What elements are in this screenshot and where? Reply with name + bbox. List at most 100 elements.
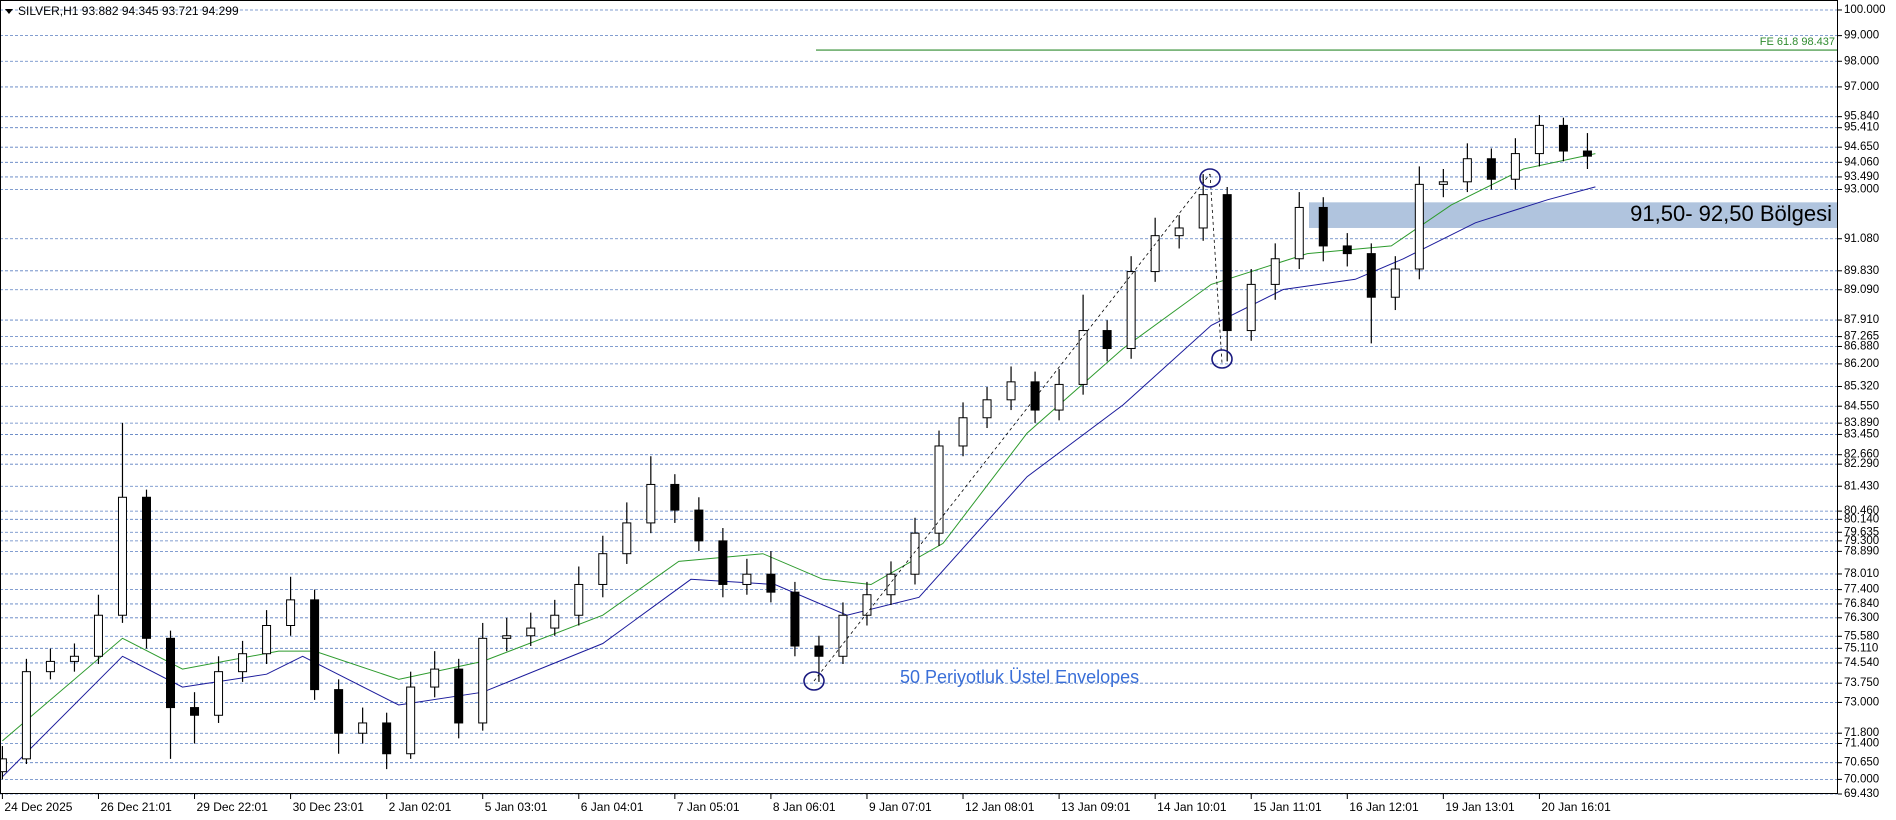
y-tick-label: 79.300 [1844,535,1879,547]
candle-body [310,599,320,691]
y-tick-label: 75.580 [1844,630,1879,642]
y-tick-label: 87.910 [1844,314,1879,326]
x-tick-label: 5 Jan 03:01 [485,800,548,814]
trend-line [1209,173,1223,364]
candle-body [382,722,392,755]
candle-body [1486,158,1496,180]
candle-body [0,758,7,773]
trend-line [813,173,1211,682]
annotation: 50 Periyotluk Üstel Envelopes [900,667,1139,687]
x-tick-label: 14 Jan 10:01 [1157,800,1227,814]
candle-body [1198,194,1208,229]
candle-body [790,591,800,647]
x-tick-label: 13 Jan 09:01 [1061,800,1131,814]
candle-body [1558,124,1568,152]
zone [1309,202,1838,228]
candle-body [1246,283,1256,332]
candle-body [694,509,704,542]
y-tick-label: 95.410 [1844,122,1879,134]
y-tick-label: 99.000 [1844,30,1879,42]
candle-body [1414,183,1424,270]
menu-arrow[interactable] [5,9,13,14]
candle-body [1270,258,1280,285]
candle-body [1078,330,1088,385]
candle-body [502,635,512,639]
zone-label: 91,50- 92,50 Bölgesi [1630,201,1832,226]
candle-body [1510,153,1520,180]
x-tick-label: 6 Jan 04:01 [581,800,644,814]
plot-frame [0,0,1838,794]
candle-body [1342,245,1352,255]
y-tick-label: 82.290 [1844,458,1879,470]
candle-body [814,645,824,657]
candle-body [190,707,200,716]
candle-body [454,668,464,724]
candle-body [334,689,344,734]
x-tick-label: 20 Jan 16:01 [1541,800,1611,814]
y-tick-label: 71.800 [1844,727,1879,739]
x-tick-label: 15 Jan 11:01 [1253,800,1322,814]
y-tick-label: 93.490 [1844,171,1879,183]
marker-circle [803,671,825,691]
candle-body [430,668,440,688]
candle-body [1126,271,1136,350]
y-tick-label: 83.890 [1844,417,1879,429]
candle-body [1150,235,1160,273]
y-tick-label: 69.430 [1844,788,1879,800]
y-tick-label: 73.000 [1844,696,1879,708]
y-tick-label: 76.300 [1844,612,1879,624]
y-tick-label: 80.460 [1844,505,1879,517]
candle-body [646,483,656,524]
candle-body [886,573,896,596]
y-tick-label: 82.660 [1844,449,1879,461]
y-tick-label: 100.000 [1844,4,1886,16]
candle-body [1174,227,1184,237]
y-tick-label: 86.880 [1844,340,1879,352]
y-tick-label: 89.830 [1844,265,1879,277]
candle-body [1390,268,1400,298]
candle-body [262,625,272,655]
y-tick-label: 73.750 [1844,677,1879,689]
candle-body [478,637,488,724]
candle-body [1462,158,1472,183]
candle-body [1222,194,1232,332]
y-tick-label: 84.550 [1844,400,1879,412]
y-tick-label: 94.650 [1844,141,1879,153]
candle-body [406,686,416,755]
candle-body [141,496,151,639]
x-tick-label: 16 Jan 12:01 [1349,800,1419,814]
plot-area: 91,50- 92,50 Bölgesi FE 61.8 98.437 50 Per… [0,9,1838,795]
candle-body [1030,381,1040,411]
candle-body [910,532,920,575]
y-tick-label: 75.110 [1844,642,1878,654]
chart-title: SILVER,H1 93.882 94.345 93.721 94.299 [18,4,239,18]
x-tick-label: 7 Jan 05:01 [677,800,740,814]
y-tick-label: 79.635 [1844,526,1879,538]
candle-body [286,599,296,627]
candle-body [21,671,31,760]
candle-body [358,722,368,734]
marker-circle [1199,168,1221,188]
x-tick-label: 9 Jan 07:01 [869,800,932,814]
x-tick-label: 2 Jan 02:01 [389,800,452,814]
candle-body [45,660,55,673]
x-tick-label: 29 Dec 22:01 [197,800,269,814]
candle-body [718,540,728,585]
candle-body [117,496,127,616]
y-tick-label: 70.000 [1844,773,1879,785]
y-tick-label: 80.140 [1844,513,1879,525]
y-tick-label: 86.200 [1844,358,1879,370]
x-tick-label: 30 Dec 23:01 [293,800,365,814]
envelope-line [2,153,1596,742]
y-tick-label: 74.540 [1844,657,1879,669]
candle-body [838,614,848,657]
candle-body [550,614,560,629]
y-tick-label: 87.265 [1844,331,1879,343]
candle-body [862,594,872,616]
candle-body [1366,253,1376,298]
candle-body [574,583,584,616]
y-tick-label: 94.060 [1844,156,1879,168]
y-tick-label: 83.450 [1844,428,1879,440]
y-tick-label: 97.000 [1844,81,1879,93]
